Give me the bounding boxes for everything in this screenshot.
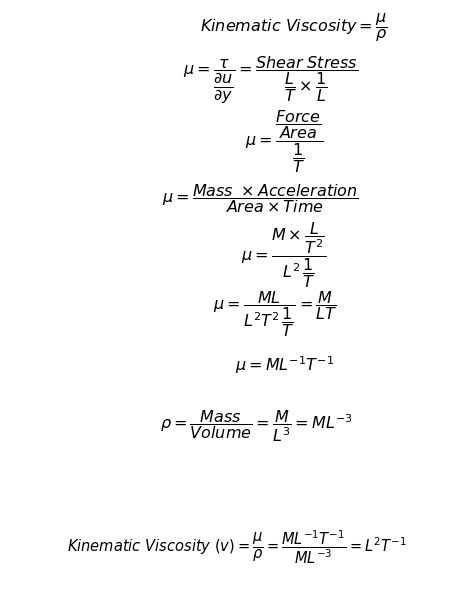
Text: $\mu = \dfrac{\dfrac{\mathit{Force}}{\mathit{Area}}}{\dfrac{1}{T}}$: $\mu = \dfrac{\dfrac{\mathit{Force}}{\ma… xyxy=(245,109,324,175)
Text: $\mu = ML^{-1}T^{-1}$: $\mu = ML^{-1}T^{-1}$ xyxy=(235,355,334,376)
Text: $\mu = \dfrac{\mathit{Mass\ \times Acceleration}}{\mathit{Area \times Time}}$: $\mu = \dfrac{\mathit{Mass\ \times Accel… xyxy=(162,182,359,215)
Text: $\rho = \dfrac{\mathit{Mass}}{\mathit{Volume}} = \dfrac{M}{L^3} = ML^{-3}$: $\rho = \dfrac{\mathit{Mass}}{\mathit{Vo… xyxy=(160,408,352,445)
Text: $\mathit{Kinematic\ Viscosity\ (v)} = \dfrac{\mu}{\rho} = \dfrac{ML^{-1}T^{-1}}{: $\mathit{Kinematic\ Viscosity\ (v)} = \d… xyxy=(67,528,407,565)
Text: $\mu = \dfrac{\tau}{\dfrac{\partial u}{\partial y}} = \dfrac{\mathit{Shear\ Stre: $\mu = \dfrac{\tau}{\dfrac{\partial u}{\… xyxy=(182,54,358,106)
Text: $\mu = \dfrac{ML}{L^2T^2\,\dfrac{1}{T}} = \dfrac{M}{LT}$: $\mu = \dfrac{ML}{L^2T^2\,\dfrac{1}{T}} … xyxy=(213,289,337,339)
Text: $\mu = \dfrac{M \times \dfrac{L}{T^2}}{L^2\, \dfrac{1}{T}}$: $\mu = \dfrac{M \times \dfrac{L}{T^2}}{L… xyxy=(241,220,328,290)
Text: $\mathit{Kinematic\ Viscosity} = \dfrac{\mu}{\rho}$: $\mathit{Kinematic\ Viscosity} = \dfrac{… xyxy=(200,11,388,43)
